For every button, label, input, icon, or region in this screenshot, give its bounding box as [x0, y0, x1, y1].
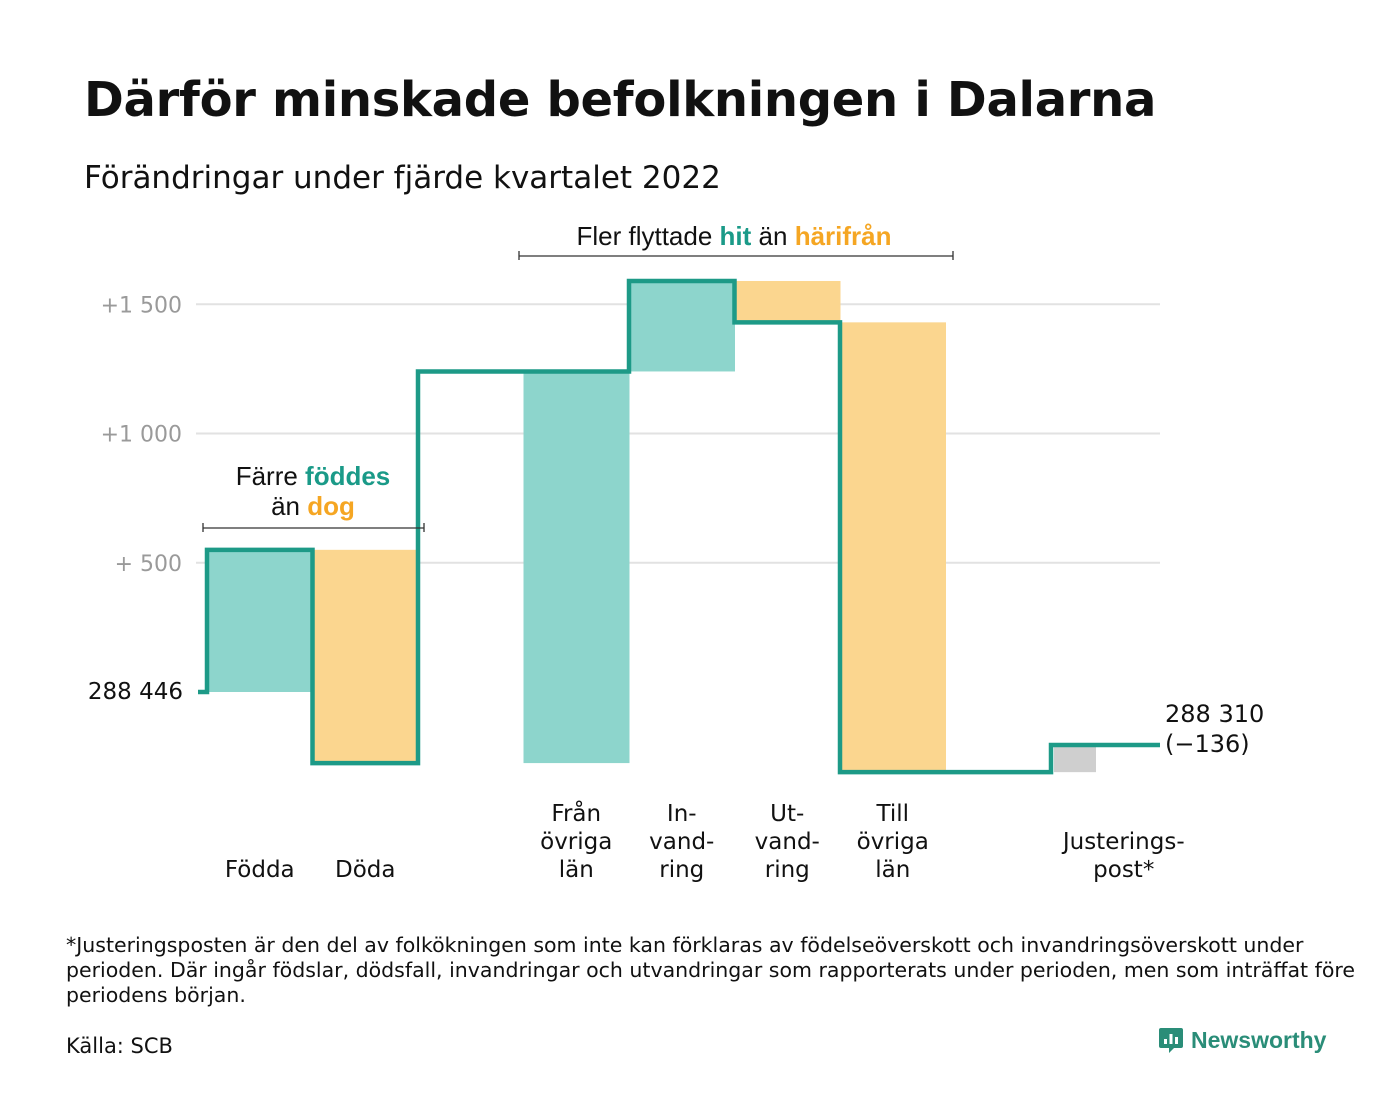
annotation-migration-highlight-harifran: härifrån	[795, 221, 892, 251]
y-tick-label: +1 500	[101, 293, 182, 318]
svg-text:Fler flyttade hit än härifrån: Fler flyttade hit än härifrån	[576, 221, 891, 251]
annotation-births-bracket	[202, 523, 425, 532]
bar-6	[1054, 744, 1096, 773]
y-tick-label: +1 000	[101, 423, 182, 448]
footnote: *Justeringsposten är den del av folkökni…	[66, 933, 1355, 1007]
annotation-deaths-highlight: dog	[307, 491, 355, 521]
start-value-label: 288 446	[88, 679, 183, 705]
annotation-births-text: Färre	[236, 461, 305, 491]
end-value-label: 288 310	[1165, 700, 1264, 728]
y-tick-label: + 500	[115, 552, 182, 577]
step-line	[198, 278, 1160, 775]
svg-text:än dog: än dog	[271, 491, 355, 521]
chart-subtitle: Förändringar under fjärde kvartalet 2022	[84, 160, 721, 196]
category-label: In-vand-ring	[649, 801, 714, 883]
bar-5	[840, 322, 946, 773]
annotation-migration-bracket	[518, 251, 954, 260]
category-label: Döda	[335, 857, 395, 883]
category-label: Justerings-post*	[1061, 829, 1185, 883]
newsworthy-logo[interactable]: Newsworthy	[1158, 1026, 1326, 1054]
source-note: Källa: SCB	[66, 1034, 173, 1058]
newsworthy-logo-text: Newsworthy	[1191, 1026, 1327, 1053]
newsworthy-logo-icon	[1159, 1028, 1183, 1053]
svg-text:Färre föddes: Färre föddes	[236, 461, 391, 491]
bars	[207, 280, 1096, 773]
bar-3	[629, 280, 735, 372]
end-change-label: (−136)	[1165, 730, 1250, 758]
waterfall-chart: + 500 +1 000 +1 500 Födda Döda Från övriga län…	[88, 221, 1264, 883]
bar-0	[207, 549, 313, 692]
labels: Födda Döda Från övriga län In-vand-ring Ut-van…	[88, 679, 1264, 883]
bar-1	[312, 549, 419, 764]
annotation-births: Färre föddes än dog	[202, 461, 425, 532]
annotation-migration-text: Fler flyttade	[576, 221, 719, 251]
annotation-deaths-text: än	[271, 491, 307, 521]
category-label: Från övriga län	[540, 799, 612, 883]
annotation-migration-highlight-hit: hit	[720, 221, 752, 251]
annotation-migration-text-mid: än	[751, 221, 794, 251]
category-label: Födda	[225, 857, 295, 883]
annotation-migration: Fler flyttade hit än härifrån	[518, 221, 954, 260]
chart-title: Därför minskade befolkningen i Dalarna	[84, 72, 1157, 128]
running-total-line	[198, 278, 1160, 775]
bar-4	[734, 280, 841, 323]
category-label: Till övriga län	[857, 801, 929, 883]
annotation-births-highlight: föddes	[305, 461, 390, 491]
category-label: Ut-vand-ring	[755, 801, 820, 883]
bar-2	[523, 371, 630, 764]
